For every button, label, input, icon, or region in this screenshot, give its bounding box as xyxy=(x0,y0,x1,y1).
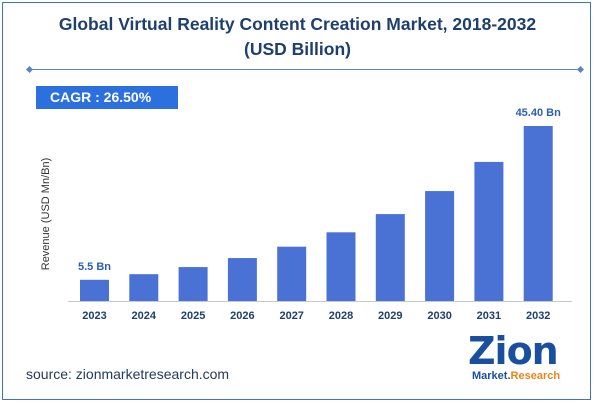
bar-2024 xyxy=(129,274,159,301)
logo-sub-text: Market.Research xyxy=(472,370,561,382)
bar-2031 xyxy=(474,161,504,301)
x-tick-label-2031: 2031 xyxy=(477,310,501,322)
x-tick-label-2029: 2029 xyxy=(378,310,402,322)
bar-2027 xyxy=(277,246,307,301)
x-tick-label-2028: 2028 xyxy=(329,310,353,322)
source-text: source: zionmarketresearch.com xyxy=(26,366,230,382)
chart-title: Global Virtual Reality Content Creation … xyxy=(0,12,595,62)
logo-main-text: Zion xyxy=(468,329,559,373)
cagr-text: CAGR : 26.50% xyxy=(50,89,152,105)
bar-2025 xyxy=(178,267,208,301)
x-tick-label-2024: 2024 xyxy=(132,310,157,322)
bar-2029 xyxy=(375,214,405,301)
x-tick-label-2026: 2026 xyxy=(230,310,254,322)
chart-frame xyxy=(2,2,591,400)
data-label-2032: 45.40 Bn xyxy=(516,107,562,119)
x-tick-label-2032: 2032 xyxy=(526,310,550,322)
logo-sub-market: Market xyxy=(472,370,508,382)
x-tick-label-2027: 2027 xyxy=(279,310,303,322)
title-line-2: (USD Billion) xyxy=(244,39,351,59)
data-label-2023: 5.5 Bn xyxy=(78,261,111,273)
title-separator xyxy=(30,69,580,70)
bar-2028 xyxy=(326,232,356,301)
x-tick-label-2025: 2025 xyxy=(181,310,205,322)
title-line-1: Global Virtual Reality Content Creation … xyxy=(58,14,537,34)
bar-2023 xyxy=(80,279,109,301)
bar-2026 xyxy=(227,258,257,301)
x-tick-label-2030: 2030 xyxy=(427,310,451,322)
bar-2030 xyxy=(425,191,455,301)
cagr-badge: CAGR : 26.50% xyxy=(36,86,178,109)
logo-sub-research: Research xyxy=(510,370,561,382)
x-tick-label-2023: 2023 xyxy=(82,310,106,322)
bar-2032 xyxy=(523,126,553,301)
zion-logo: Zion Market.Research xyxy=(468,332,568,394)
